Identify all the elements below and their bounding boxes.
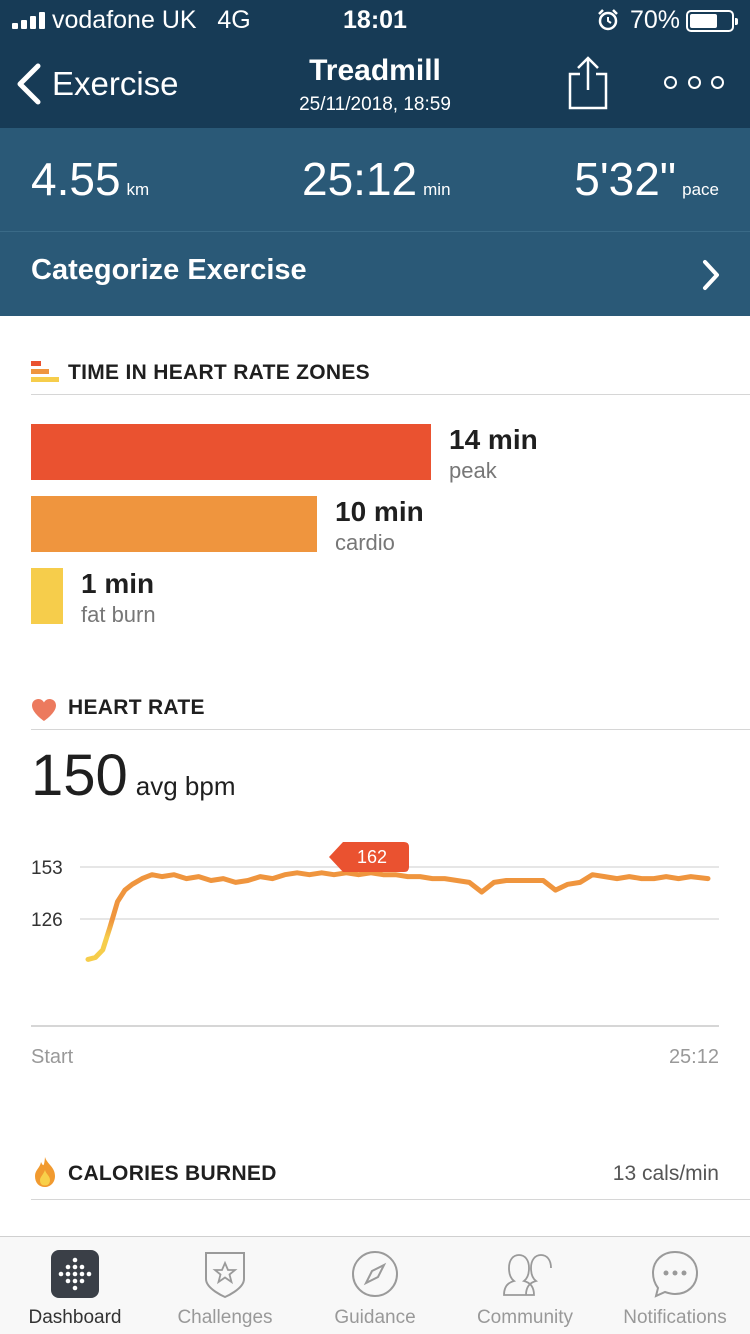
zone-bar bbox=[31, 496, 317, 552]
calories-title: CALORIES BURNED bbox=[68, 1162, 277, 1185]
zone-amount: 10 min bbox=[335, 496, 424, 527]
avg-heart-rate: 150 avg bpm bbox=[31, 743, 236, 808]
tab-notifications[interactable]: Notifications bbox=[600, 1237, 750, 1334]
status-time: 18:01 bbox=[343, 6, 407, 34]
community-icon bbox=[503, 1254, 552, 1296]
tab-label: Guidance bbox=[334, 1307, 416, 1328]
calories-header: CALORIES BURNED 13 cals/min bbox=[0, 1156, 750, 1196]
tab-label: Dashboard bbox=[28, 1307, 122, 1328]
more-options-icon[interactable] bbox=[664, 76, 724, 92]
battery-icon bbox=[686, 10, 738, 32]
tab-label: Notifications bbox=[623, 1307, 727, 1328]
signal-icon bbox=[12, 12, 46, 29]
y-tick-label: 153 bbox=[31, 858, 63, 879]
tab-label: Community bbox=[476, 1307, 574, 1328]
alarm-icon bbox=[598, 9, 618, 31]
dashboard-icon bbox=[51, 1250, 99, 1298]
heart-rate-chart: 153 126 162 bbox=[31, 842, 719, 1027]
heart-rate-header: HEART RATE bbox=[0, 690, 750, 730]
chart-start-label: Start bbox=[31, 1046, 74, 1068]
heart-icon bbox=[32, 699, 56, 721]
tab-bar: Dashboard Challenges Guidance Community … bbox=[0, 1236, 750, 1334]
categorize-exercise-button[interactable]: Categorize Exercise bbox=[0, 232, 750, 316]
tab-challenges[interactable]: Challenges bbox=[150, 1237, 300, 1334]
battery-percent: 70% bbox=[630, 6, 681, 34]
distance-stat: 4.55 km bbox=[31, 153, 150, 205]
page-title: Treadmill bbox=[309, 54, 441, 87]
zones-icon bbox=[31, 361, 59, 382]
y-tick-label: 126 bbox=[31, 910, 63, 931]
chevron-right-icon bbox=[703, 260, 719, 290]
zone-name: cardio bbox=[335, 530, 395, 555]
exercise-summary: 4.55 km 25:12 min 5'32" pace Categorize Exe… bbox=[0, 128, 750, 316]
pace-stat: 5'32" pace bbox=[574, 153, 719, 205]
tab-label: Challenges bbox=[177, 1307, 273, 1328]
calories-rate: 13 cals/min bbox=[612, 1162, 719, 1185]
chart-end-label: 25:12 bbox=[668, 1046, 719, 1068]
zone-amount: 1 min bbox=[81, 568, 155, 599]
tab-guidance[interactable]: Guidance bbox=[300, 1237, 450, 1334]
tab-dashboard[interactable]: Dashboard bbox=[0, 1237, 150, 1334]
notifications-icon bbox=[651, 1250, 699, 1298]
chevron-left-icon bbox=[17, 63, 41, 105]
duration-stat: 25:12 min bbox=[302, 153, 451, 205]
zone-bar bbox=[31, 424, 431, 480]
zone-bar bbox=[31, 568, 63, 624]
zone-name: fat burn bbox=[81, 602, 156, 627]
zones-header: TIME IN HEART RATE ZONES bbox=[0, 355, 750, 395]
peak-callout: 162 bbox=[329, 842, 409, 872]
network-label: 4G bbox=[217, 6, 251, 34]
heart-rate-title: HEART RATE bbox=[68, 696, 205, 719]
heart-rate-line bbox=[85, 870, 711, 962]
zone-amount: 14 min bbox=[449, 424, 538, 455]
zones-title: TIME IN HEART RATE ZONES bbox=[68, 361, 370, 384]
compass-icon bbox=[352, 1251, 398, 1297]
zone-name: peak bbox=[449, 458, 497, 483]
tab-community[interactable]: Community bbox=[450, 1237, 600, 1334]
flame-icon bbox=[35, 1157, 55, 1187]
challenges-icon bbox=[205, 1252, 245, 1299]
share-icon[interactable] bbox=[566, 54, 610, 112]
status-bar: vodafone UK 4G 18:01 70% bbox=[0, 0, 750, 40]
categorize-label: Categorize Exercise bbox=[31, 254, 307, 286]
page-subtitle: 25/11/2018, 18:59 bbox=[299, 94, 451, 115]
nav-bar: Exercise Treadmill 25/11/2018, 18:59 bbox=[0, 40, 750, 128]
peak-label: 162 bbox=[357, 847, 387, 867]
back-button[interactable]: Exercise bbox=[14, 60, 179, 108]
back-label: Exercise bbox=[52, 65, 179, 102]
carrier-label: vodafone UK 4G bbox=[52, 6, 251, 34]
